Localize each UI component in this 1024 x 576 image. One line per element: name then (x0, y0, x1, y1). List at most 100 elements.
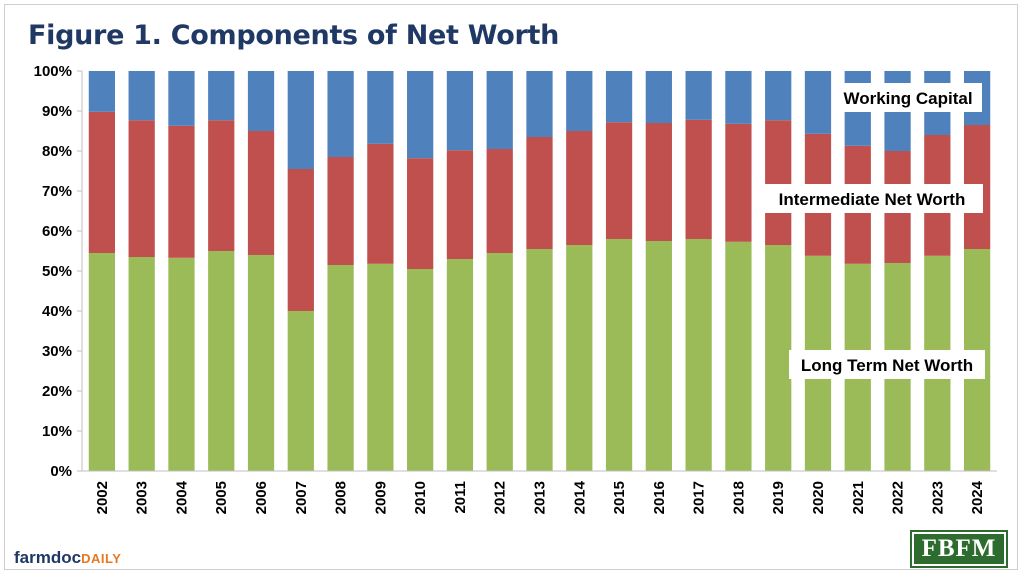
bar-segment-intermediate (327, 157, 354, 265)
bar-segment-working-capital (88, 71, 116, 112)
bar-segment-intermediate (566, 131, 593, 245)
bar-segment-working-capital (168, 71, 195, 126)
bar-segment-working-capital (804, 71, 832, 134)
brand-sub: DAILY (81, 551, 122, 566)
bar-segment-long-term (208, 251, 235, 471)
bar-segment-long-term (526, 249, 553, 471)
x-tick-label: 2003 (134, 481, 151, 514)
y-tick-label: 70% (42, 183, 72, 200)
series-annotation-label: Intermediate Net Worth (779, 190, 966, 209)
bar-segment-intermediate (486, 149, 513, 253)
bar-segment-intermediate (88, 111, 116, 253)
bar-segment-long-term (287, 311, 314, 471)
bar-segment-long-term (765, 245, 792, 471)
bar-segment-intermediate (407, 158, 434, 269)
bar-segment-long-term (685, 239, 712, 471)
bar-segment-long-term (605, 239, 633, 471)
bar-segment-intermediate (605, 122, 633, 239)
bar-segment-long-term (247, 255, 275, 471)
bar-segment-intermediate (287, 169, 314, 311)
bar-segment-intermediate (247, 131, 275, 255)
bar-segment-working-capital (526, 71, 553, 137)
annotation-box (761, 184, 983, 213)
x-tick-label: 2006 (253, 481, 270, 514)
farmdoc-daily-logo: farmdocDAILY (14, 548, 121, 568)
x-tick-label: 2015 (611, 481, 628, 514)
bar-segment-long-term (367, 263, 394, 471)
bar-segment-working-capital (605, 71, 633, 123)
x-tick-label: 2011 (452, 481, 469, 514)
bar-segment-working-capital (247, 71, 275, 131)
y-tick-label: 40% (42, 303, 72, 320)
y-tick-label: 90% (42, 103, 72, 120)
bar-segment-working-capital (287, 71, 314, 169)
x-tick-label: 2005 (213, 481, 230, 514)
chart-title: Figure 1. Components of Net Worth (28, 20, 560, 51)
bar-segment-long-term (566, 245, 593, 471)
x-tick-label: 2019 (770, 481, 787, 514)
bar-segment-long-term (88, 253, 116, 471)
bar-segment-working-capital (367, 71, 394, 144)
bar-segment-intermediate (685, 119, 712, 239)
bar-segment-intermediate (765, 120, 792, 245)
bar-segment-working-capital (407, 71, 434, 159)
annotation-box (789, 350, 985, 379)
bar-segment-working-capital (685, 71, 712, 120)
x-tick-label: 2020 (810, 481, 827, 514)
x-tick-label: 2022 (890, 481, 907, 514)
x-tick-label: 2021 (850, 481, 867, 514)
bar-segment-long-term (407, 269, 434, 471)
bar-segment-working-capital (566, 71, 593, 131)
x-tick-label: 2023 (929, 481, 946, 514)
series-annotation-label: Working Capital (843, 89, 972, 108)
x-tick-label: 2018 (730, 481, 747, 514)
bar-segment-working-capital (446, 71, 474, 151)
x-tick-label: 2012 (492, 481, 509, 514)
brand-main: farmdoc (14, 548, 82, 567)
x-tick-label: 2002 (94, 481, 111, 514)
x-tick-label: 2014 (571, 480, 588, 514)
bar-segment-working-capital (645, 71, 672, 123)
bar-segment-long-term (725, 241, 752, 471)
x-tick-label: 2007 (293, 481, 310, 514)
x-tick-label: 2004 (173, 480, 190, 514)
bar-segment-long-term (327, 265, 354, 471)
bar-segment-intermediate (168, 125, 195, 258)
y-tick-label: 60% (42, 223, 72, 240)
bar-segment-intermediate (128, 120, 155, 257)
bar-segment-working-capital (725, 71, 752, 124)
x-tick-label: 2024 (969, 480, 986, 514)
x-tick-label: 2010 (412, 481, 429, 514)
y-tick-label: 0% (50, 463, 72, 480)
bar-segment-intermediate (526, 137, 553, 249)
y-tick-label: 20% (42, 383, 72, 400)
slide-frame (4, 4, 1018, 570)
series-annotation-label: Long Term Net Worth (801, 356, 973, 375)
bar-segment-working-capital (327, 71, 354, 157)
bar-segment-intermediate (367, 143, 394, 264)
bar-segment-intermediate (645, 123, 672, 241)
x-tick-label: 2008 (333, 481, 350, 514)
bar-segment-long-term (128, 257, 155, 471)
bar-segment-long-term (645, 241, 672, 471)
y-tick-label: 10% (42, 423, 72, 440)
x-tick-label: 2017 (691, 481, 708, 514)
x-tick-label: 2009 (372, 481, 389, 514)
y-tick-label: 30% (42, 343, 72, 360)
bar-segment-intermediate (208, 120, 235, 251)
bar-segment-long-term (168, 257, 195, 471)
y-tick-label: 80% (42, 143, 72, 160)
bar-segment-intermediate (446, 150, 474, 259)
y-tick-label: 100% (34, 63, 72, 80)
bar-segment-working-capital (765, 71, 792, 121)
x-tick-label: 2013 (532, 481, 549, 514)
annotation-box (834, 83, 982, 112)
y-tick-label: 50% (42, 263, 72, 280)
bar-segment-long-term (486, 253, 513, 471)
fbfm-logo: FBFM (910, 530, 1008, 568)
bar-segment-working-capital (208, 71, 235, 121)
bar-segment-working-capital (128, 71, 155, 121)
bar-segment-intermediate (725, 123, 752, 242)
bar-segment-long-term (446, 259, 474, 471)
